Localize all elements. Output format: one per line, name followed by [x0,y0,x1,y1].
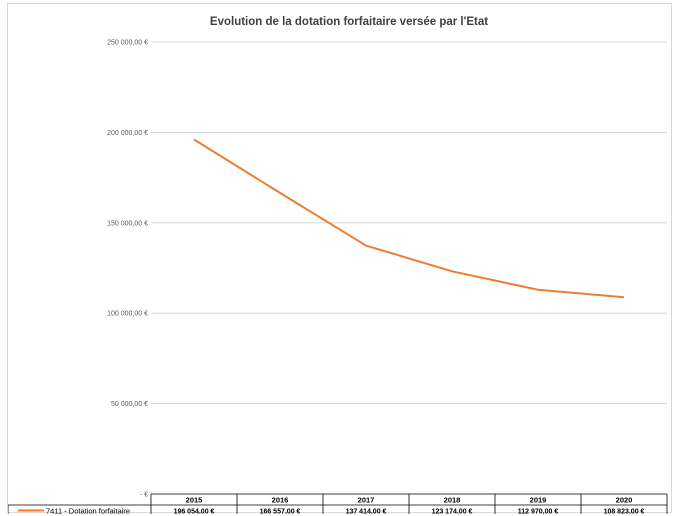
data-value-label: 196 054,00 € [174,509,215,515]
y-tick-label: - € [140,492,148,499]
category-label: 2018 [444,496,461,505]
category-label: 2020 [616,496,633,505]
data-value-label: 112 970,00 € [518,509,559,515]
series-line [193,138,625,299]
y-tick-label: 100 000,00 € [107,311,148,318]
line-chart: Evolution de la dotation forfaitaire ver… [8,16,668,515]
data-table: 2015 2016 2017 2018 2019 2020 7411 - Dotation … [8,493,668,515]
y-tick-label: 150 000,00 € [107,220,148,227]
data-value-label: 123 174,00 € [432,509,473,515]
y-tick-label: 250 000,00 € [107,40,148,47]
chart-frame: Evolution de la dotation forfaitaire ver… [7,3,672,515]
legend-entry: 7411 - Dotation forfaitaire [46,507,130,515]
gridlines [151,41,667,405]
y-tick-label: 50 000,00 € [111,401,148,408]
series-layer [193,138,625,299]
category-label: 2017 [358,496,375,505]
category-label: 2019 [530,496,547,505]
data-value-label: 166 557,00 € [260,509,301,515]
chart-title: Evolution de la dotation forfaitaire ver… [210,16,488,28]
data-value-label: 108 823,00 € [604,509,645,515]
category-label: 2015 [186,496,203,505]
data-value-label: 137 414,00 € [346,509,387,515]
category-label: 2016 [272,496,289,505]
y-tick-label: 200 000,00 € [107,130,148,137]
y-axis-tick-labels: 250 000,00 € 200 000,00 € 150 000,00 € 100 … [107,40,148,499]
